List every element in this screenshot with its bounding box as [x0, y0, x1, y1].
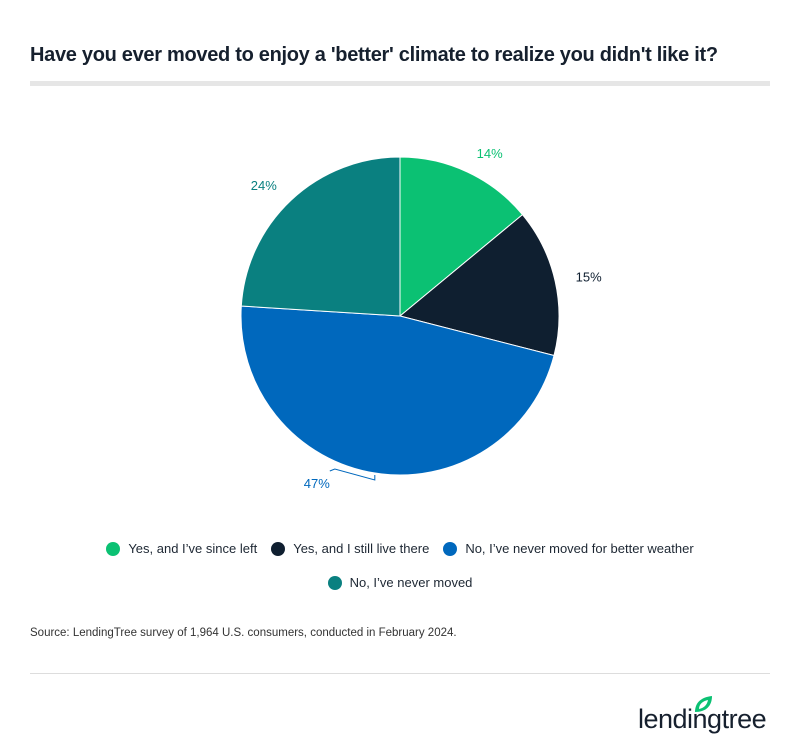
legend-label: Yes, and I still live there	[293, 541, 430, 556]
data-label: 14%	[477, 146, 503, 161]
legend-item: Yes, and I still live there	[271, 541, 429, 556]
chart-title: Have you ever moved to enjoy a 'better' …	[30, 44, 718, 66]
leaf-icon	[695, 696, 712, 712]
pie-chart: 14% 15% 47% 24%	[240, 146, 602, 491]
data-label: 24%	[251, 178, 277, 193]
legend-swatch	[271, 541, 286, 556]
legend-label: No, I’ve never moved for better weather	[465, 541, 694, 556]
footer-divider	[30, 673, 770, 674]
source-note: Source: LendingTree survey of 1,964 U.S.…	[30, 627, 457, 639]
legend-row-2: No, I’ve never moved	[0, 575, 800, 590]
lendingtree-logo: lendingtree	[638, 696, 767, 734]
pie-slice	[399, 156, 524, 318]
legend-swatch	[327, 575, 342, 590]
legend-item: No, I’ve never moved for better weather	[443, 541, 694, 556]
pie-slice	[240, 156, 401, 317]
legend-label: No, I’ve never moved	[349, 575, 473, 590]
legend-item: Yes, and I’ve since left	[106, 541, 257, 556]
title-divider	[30, 81, 770, 86]
data-label: 47%	[304, 476, 330, 491]
legend-label: Yes, and I’ve since left	[128, 541, 258, 556]
legend-item: No, I’ve never moved	[327, 575, 473, 590]
legend-swatch	[443, 541, 458, 556]
data-label: 15%	[576, 270, 602, 285]
pie-slice	[398, 213, 560, 357]
legend-row-1: Yes, and I’ve since left Yes, and I stil…	[0, 541, 800, 556]
leader-line	[329, 468, 376, 481]
pie-slice	[240, 305, 555, 476]
legend-swatch	[106, 541, 121, 556]
